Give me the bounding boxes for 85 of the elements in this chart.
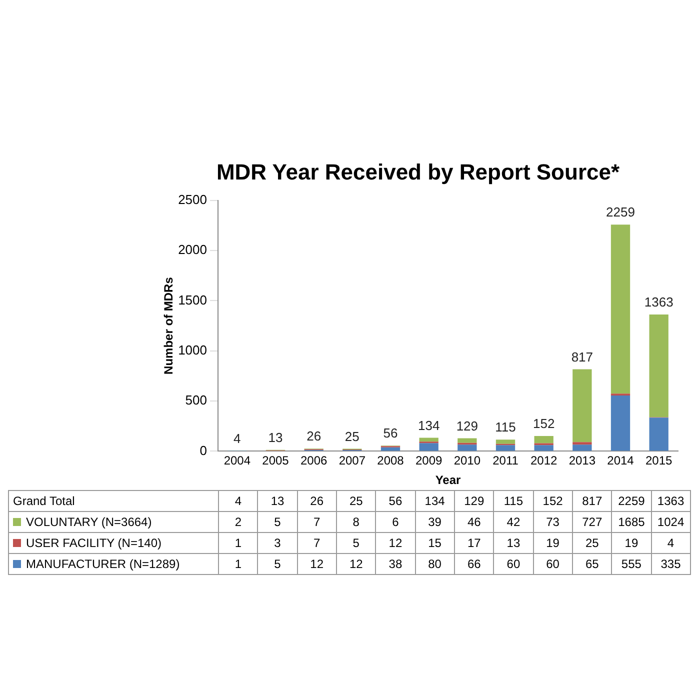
data-label: 46 [454, 512, 494, 532]
legend-label: VOLUNTARY (N=3664) [26, 515, 152, 529]
text: 129 [464, 494, 484, 508]
data-label: 42 [494, 512, 534, 532]
x-tick-label: 2004 [224, 454, 251, 468]
data-label: 5 [336, 532, 376, 554]
text: 134 [424, 494, 445, 508]
text: Grand Total [13, 494, 75, 508]
x-tick-label: 2014 [607, 454, 634, 468]
legend-label: USER FACILITY (N=140) [26, 536, 162, 550]
total-label: 129 [456, 418, 478, 434]
data-label: 1 [218, 554, 258, 574]
y-tick-label: 2000 [178, 242, 207, 258]
total-label: 152 [532, 416, 555, 432]
data-label: 12 [336, 554, 376, 574]
chart-title: MDR Year Received by Report Source* [216, 159, 620, 184]
data-label: 80 [415, 554, 454, 574]
total-label: 2259 [606, 204, 635, 220]
text: 152 [542, 494, 563, 508]
data-label: 73 [533, 512, 572, 532]
data-label: 25 [572, 532, 612, 554]
text: 13 [270, 494, 284, 508]
total-label: 26 [306, 428, 322, 444]
data-label: 17 [454, 532, 494, 554]
total-label: 134 [418, 418, 440, 433]
y-tick-label: 2500 [178, 192, 207, 207]
x-tick-label: 2006 [300, 454, 328, 468]
y-tick-label: 1000 [178, 342, 207, 358]
y-tick-label: 500 [185, 392, 207, 408]
text: 56 [388, 494, 402, 508]
data-label: 60 [533, 554, 572, 574]
x-tick-label: 2015 [645, 454, 673, 468]
data-label: 4 [651, 532, 690, 554]
x-tick-label: 2007 [338, 454, 366, 468]
data-label: 15 [415, 532, 454, 554]
data-label: 1 [218, 532, 258, 554]
y-axis-title: Number of MDRs [162, 276, 176, 374]
data-label: 12 [376, 532, 416, 554]
data-label: 5 [258, 554, 298, 574]
legend-label: MANUFACTURER (N=1289) [26, 557, 180, 571]
text: 1363 [657, 494, 684, 508]
data-label: 7 [297, 532, 336, 554]
data-label: 2 [218, 512, 258, 532]
data-label: 13 [494, 532, 534, 554]
x-axis-title: Year [435, 473, 462, 488]
data-label: 12 [297, 554, 336, 574]
x-tick-label: 2012 [530, 454, 558, 468]
total-label: 817 [571, 349, 594, 364]
data-label: 65 [572, 554, 612, 574]
x-tick-label: 2005 [262, 454, 290, 468]
data-label: 19 [533, 532, 572, 554]
total-label: 13 [268, 430, 283, 445]
x-tick-label: 2013 [568, 454, 596, 468]
data-label: 3 [258, 532, 298, 554]
data-label: 66 [454, 554, 494, 574]
text: 817 [582, 494, 602, 508]
data-label: 1685 [612, 512, 652, 532]
total-label: 25 [344, 428, 360, 444]
data-label: 5 [258, 512, 298, 532]
data-label: 6 [376, 512, 416, 532]
data-label: 335 [651, 554, 690, 574]
text: 4 [234, 494, 242, 508]
total-label: 4 [234, 430, 241, 446]
x-tick-label: 2011 [492, 454, 519, 468]
data-label: 555 [612, 554, 652, 574]
data-label: 60 [494, 554, 534, 574]
text: 2259 [618, 494, 645, 508]
data-label: 727 [572, 512, 612, 532]
text: 26 [310, 494, 324, 508]
x-tick-label: 2010 [454, 454, 481, 468]
total-label: 56 [383, 426, 398, 441]
data-label: 1024 [651, 512, 690, 532]
data-label: 39 [415, 512, 454, 532]
total-label: 1363 [644, 294, 674, 310]
y-tick-label: 0 [200, 442, 207, 458]
x-tick-label: 2008 [377, 454, 404, 468]
data-label: 7 [297, 512, 336, 532]
text: 25 [349, 494, 363, 508]
data-label: 8 [336, 512, 376, 532]
data-label: 19 [612, 532, 652, 554]
data-label: 38 [376, 554, 416, 574]
text: 115 [504, 494, 524, 508]
x-tick-label: 2009 [415, 454, 443, 468]
y-tick-label: 1500 [178, 292, 207, 308]
total-label: 115 [495, 420, 516, 435]
